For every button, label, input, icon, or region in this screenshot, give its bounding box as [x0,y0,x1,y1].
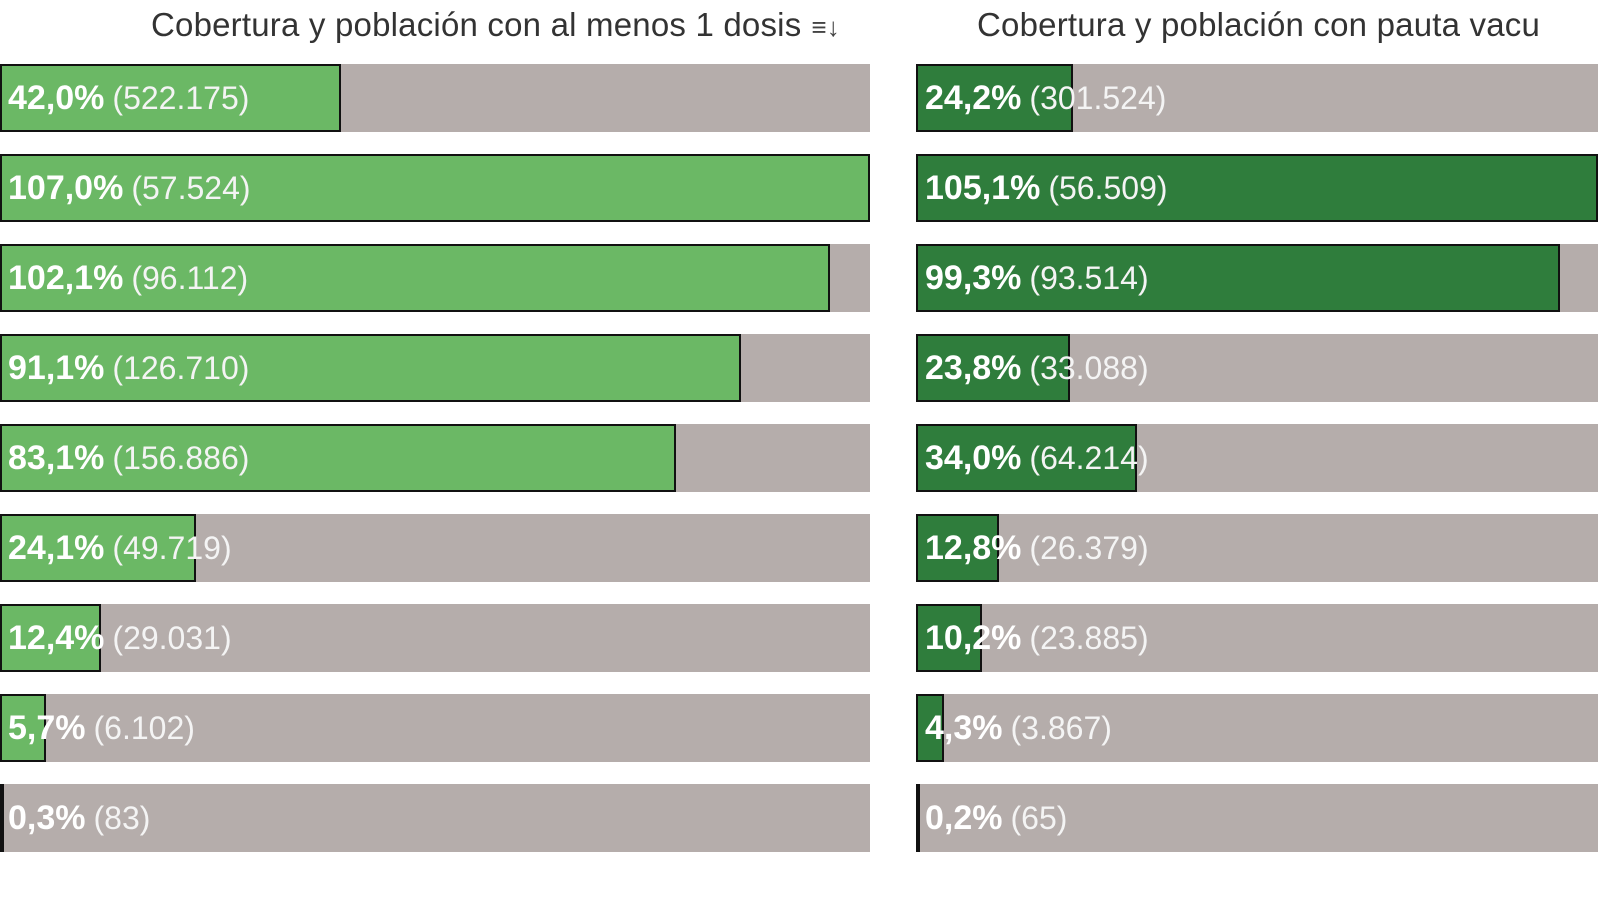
bar[interactable] [0,694,47,762]
bar-label: 99,3% (93.514) [925,244,1149,312]
population-label: (6.102) [93,710,195,746]
percent-label: 24,1% [8,529,105,567]
bar-label: 107,0% (57.524) [8,154,251,222]
first-dose-coverage-chart: 42,0% (522.175) 107,0% (57.524) 102,1% (96.11… [0,64,870,852]
bar-track [0,604,870,672]
bar-label: 83,1% (156.886) [8,424,249,492]
population-label: (64.214) [1029,440,1149,476]
percent-label: 23,8% [925,349,1022,387]
bar[interactable] [916,64,1074,132]
bar-label: 12,4% (29.031) [8,604,232,672]
bar-label: 12,8% (26.379) [925,514,1149,582]
bar[interactable] [916,424,1137,492]
population-label: (301.524) [1029,80,1167,116]
percent-label: 105,1% [925,169,1041,207]
percent-label: 83,1% [8,439,105,477]
chart-title-text: Cobertura y población con al menos 1 dos… [150,6,802,43]
bar[interactable] [916,154,1598,222]
bar-label: 10,2% (23.885) [925,604,1149,672]
bar-track [0,784,870,852]
bar-label: 5,7% (6.102) [8,694,195,762]
percent-label: 4,3% [925,709,1003,747]
percent-label: 42,0% [8,79,105,117]
population-label: (83) [93,800,151,836]
bar[interactable] [0,514,196,582]
percent-label: 10,2% [925,619,1022,657]
percent-label: 0,2% [925,799,1003,837]
population-label: (57.524) [131,170,251,206]
percent-label: 91,1% [8,349,105,387]
bar-label: 4,3% (3.867) [925,694,1112,762]
sort-icon[interactable]: ≡↓ [811,11,840,42]
percent-label: 12,8% [925,529,1022,567]
population-label: (93.514) [1029,260,1149,296]
bar[interactable] [916,694,944,762]
bar-label: 42,0% (522.175) [8,64,249,132]
bar-track [916,514,1598,582]
bar[interactable] [0,244,831,312]
bar-label: 23,8% (33.088) [925,334,1149,402]
bar-label: 34,0% (64.214) [925,424,1149,492]
population-label: (96.112) [131,260,249,296]
bar[interactable] [0,424,676,492]
percent-label: 107,0% [8,169,124,207]
bar[interactable] [916,244,1561,312]
bar[interactable] [0,604,101,672]
bar[interactable] [0,154,870,222]
bar-track [916,604,1598,672]
bar-label: 0,2% (65) [925,784,1067,852]
bar-track [916,784,1598,852]
percent-label: 102,1% [8,259,124,297]
bar[interactable] [916,604,983,672]
bar[interactable] [916,784,920,852]
percent-label: 99,3% [925,259,1022,297]
bar[interactable] [916,514,1000,582]
population-label: (26.379) [1029,530,1149,566]
population-label: (522.175) [112,80,250,116]
bar[interactable] [0,64,342,132]
chart-title-full-schedule: Cobertura y población con pauta vacu [977,6,1541,43]
population-label: (49.719) [112,530,232,566]
bar-track [916,694,1598,762]
population-label: (3.867) [1010,710,1112,746]
bar-label: 91,1% (126.710) [8,334,249,402]
bar-label: 102,1% (96.112) [8,244,248,312]
percent-label: 24,2% [925,79,1022,117]
population-label: (65) [1010,800,1068,836]
population-label: (56.509) [1048,170,1168,206]
population-label: (29.031) [112,620,232,656]
bar-label: 105,1% (56.509) [925,154,1168,222]
bar-label: 0,3% (83) [8,784,150,852]
percent-label: 0,3% [8,799,86,837]
percent-label: 34,0% [925,439,1022,477]
population-label: (33.088) [1029,350,1149,386]
full-schedule-coverage-chart: 24,2% (301.524) 105,1% (56.509) 99,3% (93.514… [916,0,1598,900]
bar-label: 24,2% (301.524) [925,64,1166,132]
chart-title-first-dose: Cobertura y población con al menos 1 dos… [151,6,840,44]
bar[interactable] [0,334,741,402]
percent-label: 5,7% [8,709,86,747]
population-label: (156.886) [112,440,250,476]
population-label: (126.710) [112,350,250,386]
population-label: (23.885) [1029,620,1149,656]
bar[interactable] [916,334,1071,402]
bar-label: 24,1% (49.719) [8,514,232,582]
percent-label: 12,4% [8,619,105,657]
bar-track [0,694,870,762]
bar[interactable] [0,784,4,852]
